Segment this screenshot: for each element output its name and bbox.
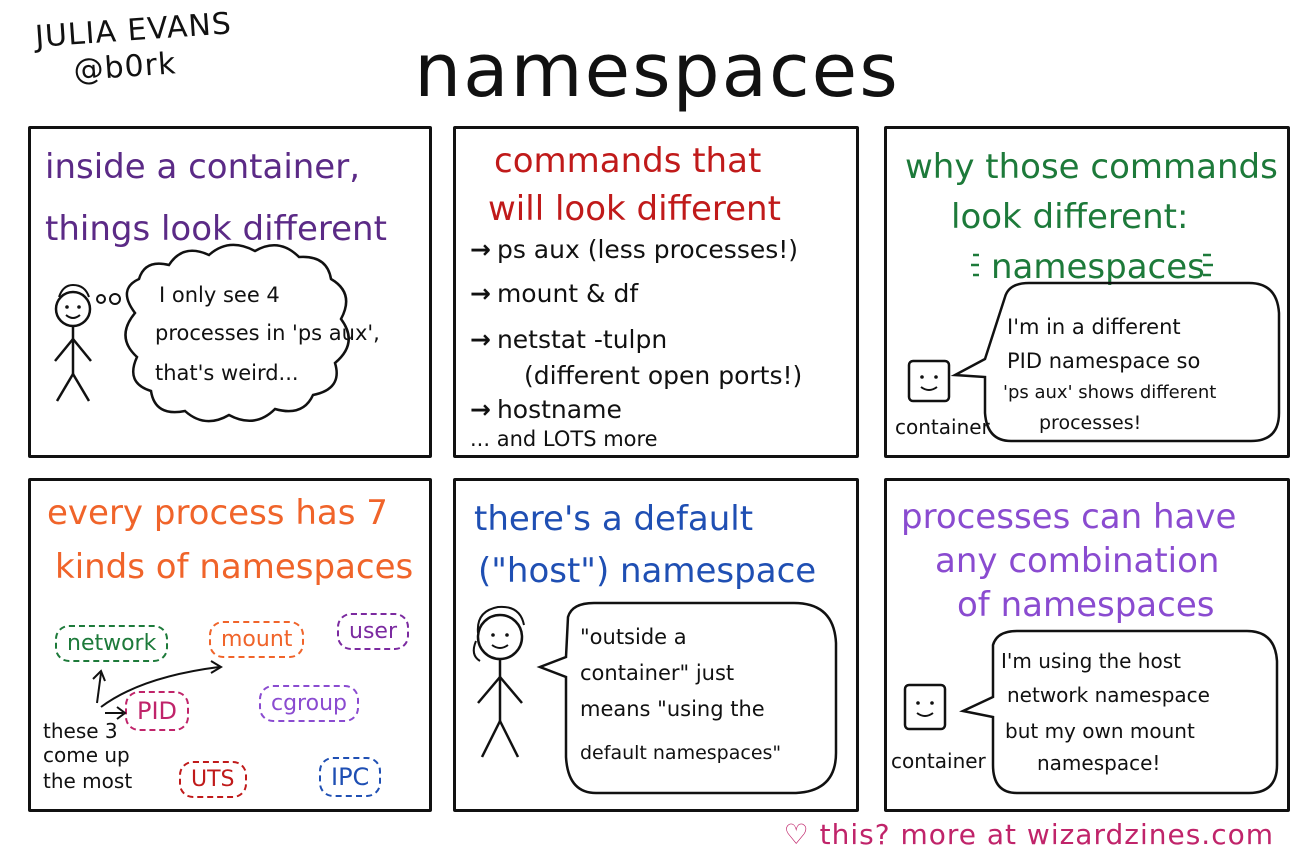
speech-line2: network namespace <box>1007 683 1210 707</box>
speech-line1: "outside a <box>580 625 687 649</box>
speech-line4: namespace! <box>1037 751 1161 775</box>
panel-title-line3: of namespaces <box>957 585 1215 625</box>
panel-commands: commands that will look different → ps au… <box>453 126 859 458</box>
namespace-tag-mount: mount <box>209 621 305 658</box>
panel-inside-container: inside a container, things look differen… <box>28 126 432 458</box>
arrow-icon: → <box>470 279 491 308</box>
speech-line4: default namespaces" <box>580 742 782 764</box>
note-line2: come up <box>43 743 130 767</box>
namespace-tag-pid: PID <box>125 691 190 731</box>
panel-title-line1: there's a default <box>474 499 754 539</box>
panel-title-line1: processes can have <box>901 497 1237 537</box>
container-speech-illustration <box>903 629 1279 795</box>
arrow-icon: → <box>470 395 491 424</box>
panel-title-line1: why those commands <box>905 147 1278 187</box>
pointer-arrows <box>92 660 223 720</box>
speech-line3: 'ps aux' shows different <box>1003 382 1217 403</box>
command-item: → ps aux (less processes!) <box>470 235 799 264</box>
command-more: ... and LOTS more <box>470 427 658 451</box>
command-item: → mount & df <box>470 279 639 308</box>
panel-title-line2: look different: <box>951 197 1189 237</box>
speech-line2: PID namespace so <box>1007 349 1201 373</box>
namespace-tag-cgroup: cgroup <box>259 685 359 722</box>
speech-line3: but my own mount <box>1005 719 1195 743</box>
heart-icon: ♡ <box>783 818 810 851</box>
panel-title-line1: commands that <box>494 141 762 181</box>
speech-line3: means "using the <box>580 697 765 721</box>
container-label: container <box>891 749 986 773</box>
panel-title-line1: every process has 7 <box>47 493 388 533</box>
arrow-icon: → <box>470 325 491 354</box>
stick-figure-with-thought-bubble <box>54 243 350 423</box>
panel-title-line2: ("host") namespace <box>478 551 817 591</box>
panel-title-namespaces: namespaces <box>991 247 1205 287</box>
note-line3: the most <box>43 769 133 793</box>
speech-line2: container" just <box>580 661 735 685</box>
page-title: namespaces <box>414 28 900 114</box>
panel-any-combination: processes can have any combination of na… <box>884 478 1290 812</box>
speech-line4: processes! <box>1039 412 1142 434</box>
panel-why-different: why those commands look different: names… <box>884 126 1290 458</box>
panel-seven-kinds: every process has 7 kinds of namespaces … <box>28 478 432 812</box>
command-item: → netstat -tulpn <box>470 325 668 354</box>
panel-title-line2: things look different <box>45 209 387 249</box>
panel-title-line2: kinds of namespaces <box>55 547 414 587</box>
note-line1: these 3 <box>43 719 118 743</box>
footer-text: this? more at wizardzines.com <box>819 818 1274 851</box>
stick-figure-with-speech-bubble <box>472 601 838 795</box>
container-speech-illustration <box>907 253 1281 443</box>
namespace-tag-user: user <box>337 613 409 650</box>
panel-title-line2: any combination <box>935 541 1220 581</box>
command-item: → hostname <box>470 395 622 424</box>
footer-link[interactable]: ♡ this? more at wizardzines.com <box>784 818 1274 851</box>
namespace-tag-network: network <box>55 625 169 662</box>
thought-line3: that's weird... <box>155 361 299 385</box>
namespace-tag-ipc: IPC <box>319 757 382 797</box>
arrow-icon: → <box>470 235 491 264</box>
thought-line1: I only see 4 <box>159 283 280 307</box>
speech-line1: I'm in a different <box>1007 315 1181 339</box>
speech-line1: I'm using the host <box>1001 649 1181 673</box>
panel-title-line1: inside a container, <box>45 147 361 187</box>
namespace-tag-uts: UTS <box>179 761 247 798</box>
command-note: (different open ports!) <box>524 361 803 390</box>
panel-default-namespace: there's a default ("host") namespace "ou… <box>453 478 859 812</box>
panel-title-line2: will look different <box>488 189 781 229</box>
container-label: container <box>895 415 990 439</box>
thought-line2: processes in 'ps aux', <box>155 321 380 345</box>
